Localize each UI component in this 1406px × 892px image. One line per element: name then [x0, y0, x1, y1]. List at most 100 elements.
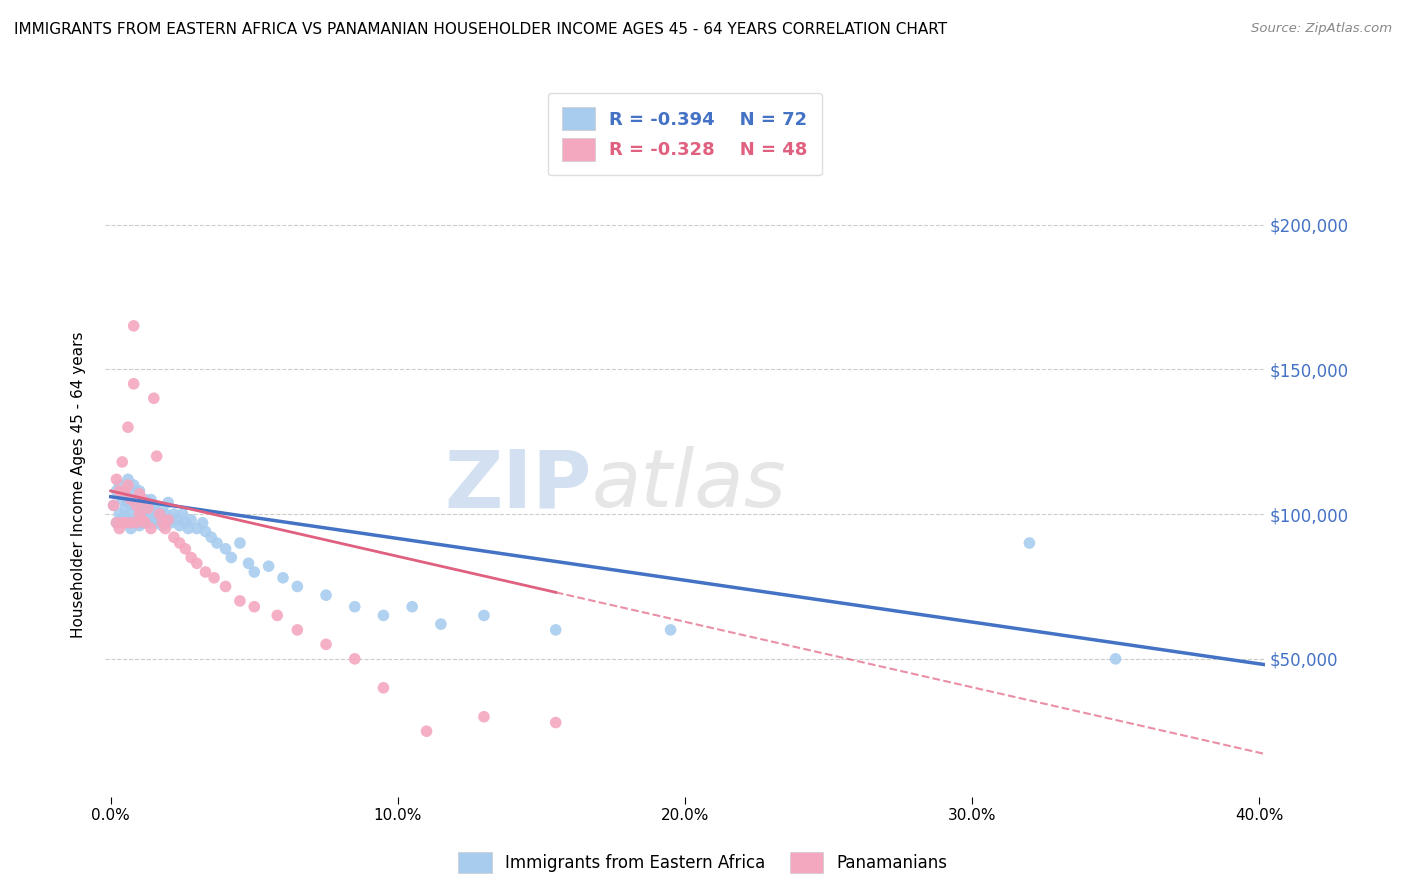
Point [155, 522, 177, 536]
Point [128, 483, 150, 498]
Point [114, 501, 136, 516]
Point [114, 510, 136, 524]
Point [139, 522, 162, 536]
Point [136, 499, 159, 513]
Point [117, 420, 139, 434]
Legend: R = -0.394    N = 72, R = -0.328    N = 48: R = -0.394 N = 72, R = -0.328 N = 48 [548, 93, 823, 176]
Point [122, 478, 145, 492]
Point [111, 516, 134, 530]
Point [139, 492, 162, 507]
Point [430, 617, 453, 632]
Point [105, 516, 128, 530]
Point [125, 516, 148, 530]
Point [120, 483, 142, 498]
Point [131, 501, 153, 516]
Point [415, 724, 437, 739]
Point [343, 652, 366, 666]
Point [373, 608, 395, 623]
Point [142, 499, 165, 513]
Point [148, 510, 170, 524]
Point [114, 516, 136, 530]
Point [266, 608, 288, 623]
Point [120, 516, 142, 530]
Point [122, 376, 145, 391]
Point [194, 565, 217, 579]
Point [128, 507, 150, 521]
Point [103, 499, 125, 513]
Point [205, 536, 228, 550]
Point [1104, 652, 1126, 666]
Point [111, 513, 134, 527]
Point [214, 579, 236, 593]
Point [128, 487, 150, 501]
Point [180, 550, 202, 565]
Text: ZIP: ZIP [444, 446, 592, 524]
Point [214, 541, 236, 556]
Point [148, 507, 170, 521]
Point [136, 501, 159, 516]
Point [120, 492, 142, 507]
Point [128, 518, 150, 533]
Point [117, 516, 139, 530]
Point [221, 550, 243, 565]
Point [131, 513, 153, 527]
Point [131, 492, 153, 507]
Point [229, 536, 252, 550]
Y-axis label: Householder Income Ages 45 - 64 years: Householder Income Ages 45 - 64 years [72, 332, 86, 639]
Point [163, 507, 186, 521]
Point [285, 623, 308, 637]
Point [145, 449, 167, 463]
Point [472, 608, 495, 623]
Point [108, 478, 131, 492]
Point [136, 516, 159, 530]
Point [160, 516, 183, 530]
Point [114, 483, 136, 498]
Point [152, 501, 174, 516]
Point [243, 599, 266, 614]
Point [169, 518, 191, 533]
Point [152, 518, 174, 533]
Point [125, 499, 148, 513]
Point [163, 530, 186, 544]
Point [134, 510, 156, 524]
Point [229, 594, 252, 608]
Point [111, 492, 134, 507]
Point [174, 516, 197, 530]
Point [157, 495, 180, 509]
Point [285, 579, 308, 593]
Point [315, 637, 337, 651]
Point [125, 513, 148, 527]
Point [169, 536, 191, 550]
Point [200, 530, 222, 544]
Point [202, 571, 225, 585]
Point [122, 499, 145, 513]
Point [172, 507, 194, 521]
Point [105, 472, 128, 486]
Point [544, 623, 567, 637]
Point [117, 472, 139, 486]
Point [103, 499, 125, 513]
Point [166, 513, 188, 527]
Point [142, 513, 165, 527]
Point [125, 492, 148, 507]
Point [315, 588, 337, 602]
Point [120, 507, 142, 521]
Point [134, 492, 156, 507]
Point [373, 681, 395, 695]
Point [142, 391, 165, 405]
Point [191, 516, 214, 530]
Point [139, 507, 162, 521]
Point [122, 318, 145, 333]
Text: IMMIGRANTS FROM EASTERN AFRICA VS PANAMANIAN HOUSEHOLDER INCOME AGES 45 - 64 YEA: IMMIGRANTS FROM EASTERN AFRICA VS PANAMA… [14, 22, 948, 37]
Point [155, 507, 177, 521]
Point [157, 513, 180, 527]
Point [114, 487, 136, 501]
Point [343, 599, 366, 614]
Point [186, 556, 208, 570]
Point [105, 483, 128, 498]
Point [194, 524, 217, 539]
Legend: Immigrants from Eastern Africa, Panamanians: Immigrants from Eastern Africa, Panamani… [451, 846, 955, 880]
Point [157, 513, 180, 527]
Point [111, 455, 134, 469]
Point [120, 522, 142, 536]
